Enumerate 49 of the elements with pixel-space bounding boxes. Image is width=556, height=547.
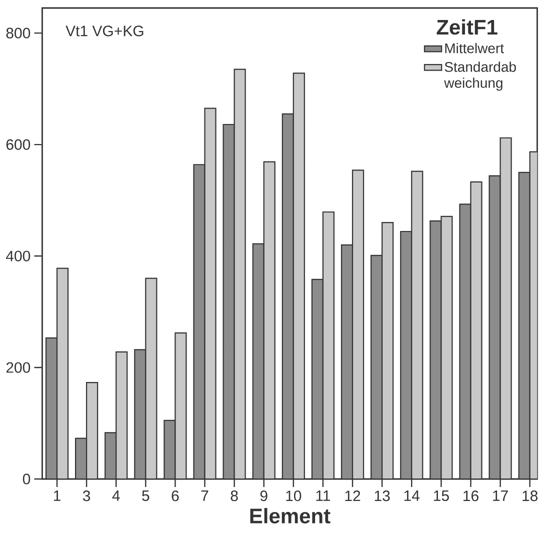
x-tick-label: 11: [316, 490, 330, 501]
x-tick-label: 1: [54, 490, 60, 501]
x-tick-label: 15: [434, 490, 449, 501]
bar: [400, 230, 412, 479]
y-tick-label: 600: [6, 139, 30, 150]
bar: [352, 170, 364, 479]
annotation: Vt1 VG+KG: [66, 26, 144, 36]
x-tick-label: 10: [286, 490, 302, 502]
bar: [252, 243, 264, 479]
legend-label: Standardab weichung: [444, 62, 516, 91]
bar: [311, 278, 324, 479]
x-tick-label: 12: [345, 490, 360, 502]
x-tick-label: 14: [404, 490, 420, 501]
bar: [340, 244, 354, 479]
legend-title: ZeitF1: [436, 19, 498, 35]
y-tick-label: 400: [6, 250, 30, 262]
bar: [440, 216, 453, 479]
x-tick-label: 9: [260, 490, 268, 502]
x-tick-label: 16: [464, 490, 478, 502]
bar: [282, 113, 294, 479]
legend-label: Mittelwert: [445, 42, 504, 54]
bar: [86, 382, 98, 479]
bar: [411, 170, 424, 479]
y-tick-label: 800: [6, 28, 30, 38]
x-tick-label: 18: [522, 490, 538, 502]
bar: [234, 69, 246, 479]
bar: [134, 349, 146, 479]
x-tick-label: 3: [82, 490, 90, 502]
bar: [382, 222, 394, 479]
x-tick-label: 5: [142, 490, 150, 501]
x-axis-title: Element: [250, 508, 330, 524]
x-tick-label: 7: [201, 490, 208, 501]
bar: [56, 268, 69, 479]
y-tick-label: 0: [22, 474, 30, 484]
x-tick-label: 6: [172, 490, 179, 502]
x-tick-label: 8: [230, 490, 238, 502]
bar: [116, 351, 128, 479]
x-tick-label: 17: [493, 490, 508, 501]
bar: [370, 254, 383, 479]
bar: [322, 211, 335, 479]
bar: [45, 337, 58, 479]
x-tick-label: 4: [112, 490, 120, 501]
bar: [223, 124, 234, 479]
x-tick-label: 13: [374, 490, 390, 502]
bar: [292, 72, 305, 479]
y-tick-label: 200: [6, 362, 30, 373]
bar: [263, 161, 276, 479]
bar: [145, 278, 158, 479]
bar: [430, 220, 442, 479]
